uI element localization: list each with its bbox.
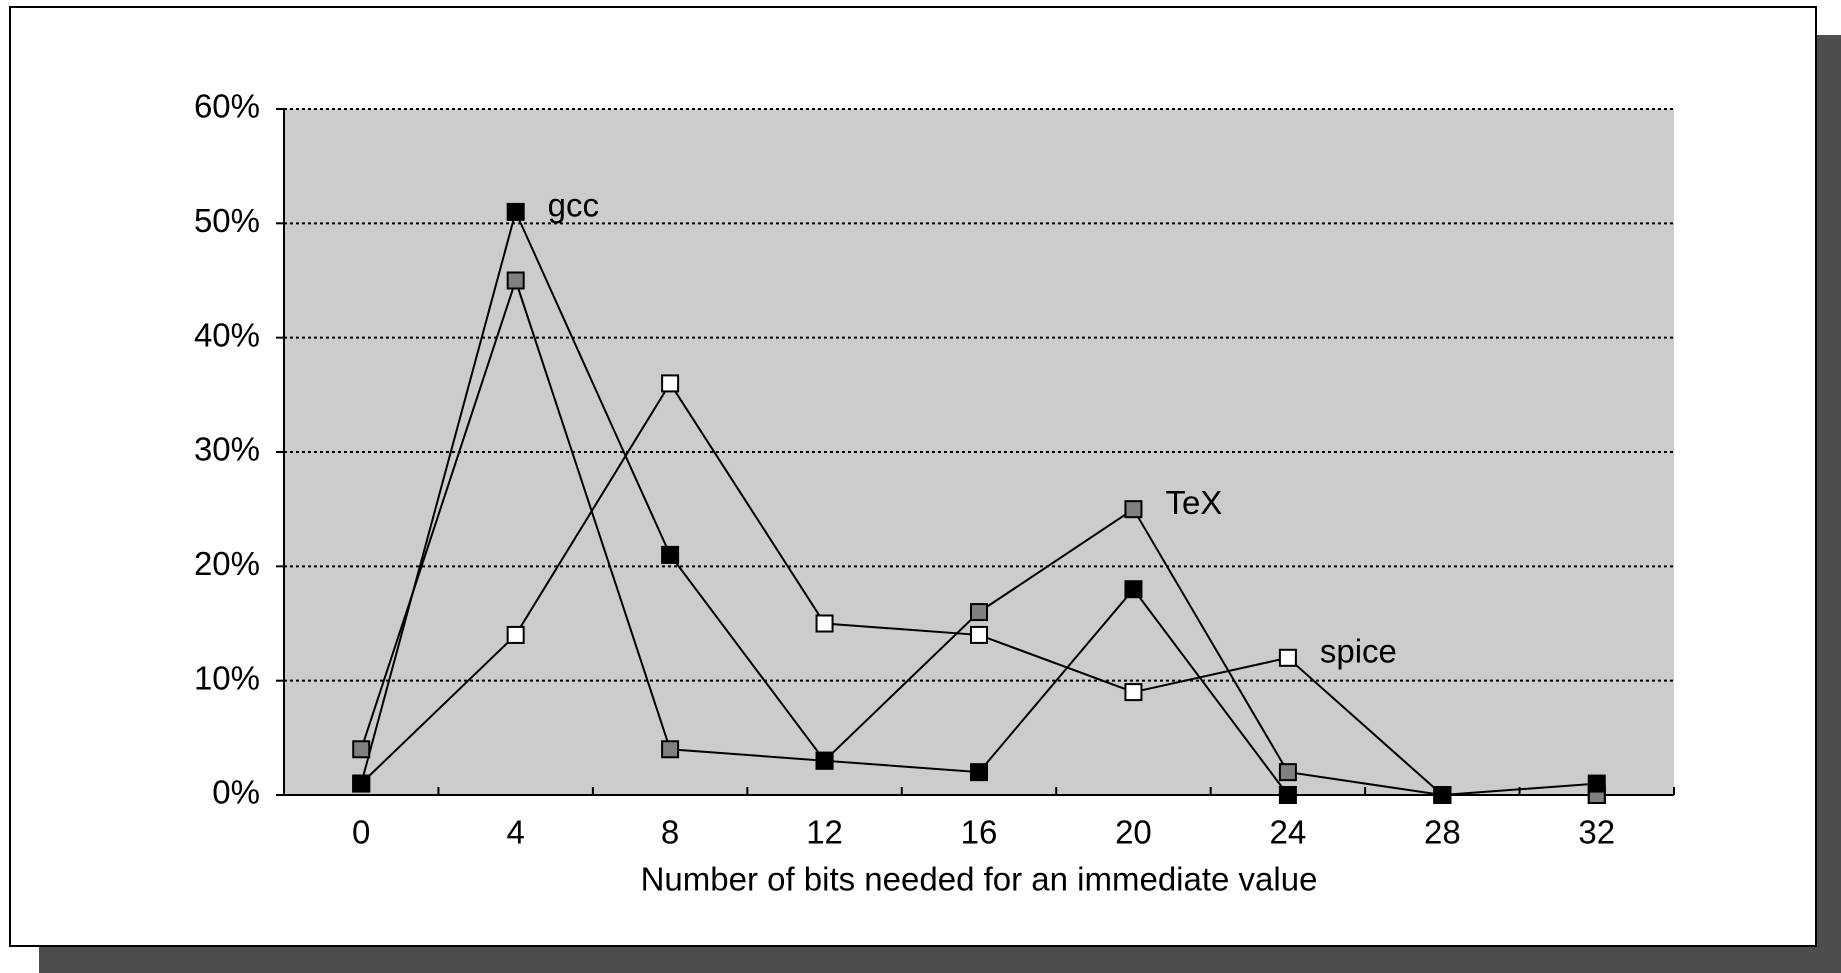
x-tick-label: 32 — [1578, 814, 1615, 851]
marker — [506, 625, 525, 644]
marker — [970, 603, 988, 622]
marker — [661, 374, 680, 393]
marker — [1433, 786, 1452, 804]
x-axis-label: Number of bits needed for an immediate v… — [641, 861, 1318, 898]
marker — [1278, 763, 1297, 782]
marker — [506, 271, 525, 290]
x-tick-label: 24 — [1270, 814, 1307, 851]
y-tick-label: 10% — [194, 659, 260, 696]
y-tick-label: 20% — [194, 545, 260, 582]
y-tick-label: 0% — [212, 774, 260, 811]
marker — [815, 751, 834, 770]
marker — [970, 625, 988, 644]
x-tick-label: 20 — [1115, 814, 1152, 851]
x-tick-label: 16 — [961, 814, 998, 851]
series-label: gcc — [548, 187, 599, 224]
y-tick-label: 50% — [194, 202, 260, 239]
x-tick-label: 28 — [1424, 814, 1461, 851]
marker — [815, 614, 834, 633]
plot-area — [284, 109, 1674, 795]
marker — [1124, 683, 1143, 702]
marker — [1587, 774, 1606, 793]
marker — [970, 763, 988, 782]
x-tick-label: 12 — [806, 814, 843, 851]
x-tick-label: 0 — [352, 814, 370, 851]
x-tick-label: 4 — [506, 814, 524, 851]
marker — [661, 545, 680, 564]
y-tick-label: 40% — [194, 316, 260, 353]
marker — [352, 740, 371, 759]
marker — [352, 774, 371, 793]
series-label: TeX — [1165, 484, 1222, 521]
series-label: spice — [1320, 633, 1397, 670]
marker — [506, 202, 525, 221]
y-tick-label: 30% — [194, 431, 260, 468]
marker — [1124, 580, 1143, 599]
y-tick-label: 60% — [194, 88, 260, 125]
marker — [1278, 786, 1297, 804]
marker — [1124, 500, 1143, 519]
marker — [661, 740, 680, 759]
x-tick-label: 8 — [661, 814, 679, 851]
marker — [1278, 648, 1297, 667]
